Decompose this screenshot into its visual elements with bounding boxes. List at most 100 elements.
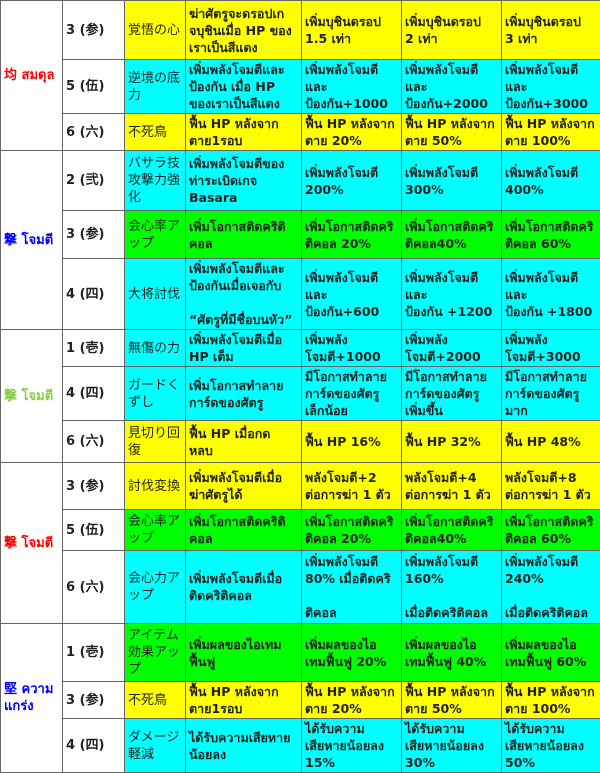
level-cell: 4 (四) — [63, 259, 125, 330]
group-label: 撃 โจมตี — [1, 463, 63, 624]
effect-cell: ฟื้น HP 16% — [302, 421, 402, 463]
level-cell: 1 (壱) — [63, 624, 125, 682]
level-cell: 6 (六) — [63, 551, 125, 624]
effect-cell: ฟื้น HP หลังจาก ตาย 20% — [302, 114, 402, 151]
table-row: 撃 โจมตี1 (壱)無傷の力เพิ่มพลังโจมตีเมื่อ HP เ… — [1, 330, 600, 367]
effect-cell: เพิ่มผลของไอ เทมฟื้นฟู 40% — [402, 624, 502, 682]
skill-name-cell: ダメージ軽減 — [125, 719, 186, 773]
effect-cell: เพิ่มโอกาสติดคริติคอล 20% — [302, 510, 402, 551]
effect-cell: เพิ่มโอกาสติดคริติคอล 60% — [502, 510, 600, 551]
effect-cell: ฟื้น HP หลังจาก ตาย1รอบ — [186, 114, 302, 151]
effect-cell: มีโอกาสทำลาย การ์ดของศัตรู มาก — [502, 367, 600, 421]
effect-cell: เพิ่มพลังโจมตี และ ป้องกัน+3000 — [502, 60, 600, 114]
effect-cell: เพิ่มโอกาสติดคริติคอล40% — [402, 211, 502, 259]
level-cell: 6 (六) — [63, 114, 125, 151]
level-cell: 5 (伍) — [63, 510, 125, 551]
table-row: 4 (四)ダメージ軽減ได้รับความเสียหายน้อยลงได้รับ… — [1, 719, 600, 773]
effect-cell: เพิ่มโอกาสติดคริติคอล — [186, 211, 302, 259]
level-cell: 4 (四) — [63, 719, 125, 773]
effect-cell: เพิ่มพลังโจมตีเมื่อติดคริติคอล — [186, 551, 302, 624]
effect-cell: เพิ่มผลของไอเทมฟื้นฟู — [186, 624, 302, 682]
effect-cell: เพิ่มโอกาสติดคริติคอล40% — [402, 510, 502, 551]
effect-cell: พลังโจมตี+2 ต่อการฆ่า 1 ตัว — [302, 463, 402, 510]
skill-name-cell: 不死鳥 — [125, 682, 186, 719]
effect-cell: ได้รับความ เสียหายน้อยลง 30% — [402, 719, 502, 773]
group-label: 均 สมดุล — [1, 1, 63, 151]
effect-cell: เพิ่มพลังโจมตี 80% เมื่อติดคริ ติคอล — [302, 551, 402, 624]
level-cell: 4 (四) — [63, 367, 125, 421]
effect-cell: เพิ่มพลัง โจมตี+1000 — [302, 330, 402, 367]
skill-name-cell: 無傷の力 — [125, 330, 186, 367]
effect-cell: เพิ่มโอกาสติดคริติคอล 60% — [502, 211, 600, 259]
effect-cell: เพิ่มพลังโจมตี และ ป้องกัน +1800 — [502, 259, 600, 330]
effect-cell: เพิ่มโอกาสทำลายการ์ดของศัตรู — [186, 367, 302, 421]
effect-cell: เพิ่มผลของไอ เทมฟื้นฟู 20% — [302, 624, 402, 682]
effect-cell: ฟื้น HP หลังจาก ตาย1รอบ — [186, 682, 302, 719]
skill-name-cell: 討伐変換 — [125, 463, 186, 510]
effect-cell: ฟื้น HP หลังจาก ตาย 50% — [402, 114, 502, 151]
effect-cell: ฟื้น HP 32% — [402, 421, 502, 463]
effect-cell: มีโอกาสทำลาย การ์ดของศัตรู เพิ่มขึ้น — [402, 367, 502, 421]
effect-cell: เพิ่มโอกาสติดคริติคอล 20% — [302, 211, 402, 259]
level-cell: 3 (参) — [63, 463, 125, 510]
effect-cell: ฟื้น HP 48% — [502, 421, 600, 463]
effect-cell: ฟื้น HP เมื่อกด หลบ — [186, 421, 302, 463]
group-label: 撃 โจมตี — [1, 330, 63, 463]
effect-cell: เพิ่มผลของไอ เทมฟื้นฟู 60% — [502, 624, 600, 682]
skill-name-cell: 会心力アップ — [125, 551, 186, 624]
skill-name-cell: 会心率アップ — [125, 211, 186, 259]
effect-cell: เพิ่มบุชินดรอป 3 เท่า — [502, 1, 600, 60]
effect-cell: เพิ่มพลังโจมตี และ ป้องกัน+1000 — [302, 60, 402, 114]
level-cell: 3 (参) — [63, 682, 125, 719]
effect-cell: ฆ่าศัตรูจะดรอปเกจบุชินเมื่อ HP ของเราเป็… — [186, 1, 302, 60]
effect-cell: เพิ่มโอกาสติดคริติคอล — [186, 510, 302, 551]
table-row: 撃 โจมตี2 (弐)バサラ技攻撃力強化เพิ่มพลังโจมตีของท่… — [1, 151, 600, 211]
table-row: 6 (六)見切り回復ฟื้น HP เมื่อกด หลบฟื้น HP 16%… — [1, 421, 600, 463]
effect-cell: เพิ่มพลังโจมตี 300% — [402, 151, 502, 211]
effect-cell: เพิ่มพลังโจมตีเมื่อฆ่าศัตรูได้ — [186, 463, 302, 510]
effect-cell: เพิ่มพลังโจมตีเมื่อ HP เต็ม — [186, 330, 302, 367]
table-row: 撃 โจมตี3 (参)討伐変換เพิ่มพลังโจมตีเมื่อฆ่าศั… — [1, 463, 600, 510]
level-cell: 1 (壱) — [63, 330, 125, 367]
effect-cell: เพิ่มพลังโจมตี 400% — [502, 151, 600, 211]
table-row: 3 (参)会心率アップเพิ่มโอกาสติดคริติคอลเพิ่มโอก… — [1, 211, 600, 259]
effect-cell: พลังโจมตี+4 ต่อการฆ่า 1 ตัว — [402, 463, 502, 510]
effect-cell: เพิ่มพลังโจมตีและป้องกัน เมื่อ HP ของเรา… — [186, 60, 302, 114]
table-row: 4 (四)ガードくずしเพิ่มโอกาสทำลายการ์ดของศัตรู ม… — [1, 367, 600, 421]
effect-cell: ได้รับความเสียหายน้อยลง — [186, 719, 302, 773]
effect-cell: เพิ่มพลังโจมตี และ ป้องกัน+2000 — [402, 60, 502, 114]
skill-name-cell: 会心率アップ — [125, 510, 186, 551]
effect-cell: เพิ่มพลังโจมตี 240% เมื่อติดคริติคอล — [502, 551, 600, 624]
skill-name-cell: 不死鳥 — [125, 114, 186, 151]
effect-cell: เพิ่มพลังโจมตี 200% — [302, 151, 402, 211]
skill-name-cell: ガードくずし — [125, 367, 186, 421]
effect-cell: เพิ่มพลังโจมตีและป้องกันเมื่อเจอกับ “ศัต… — [186, 259, 302, 330]
effect-cell: เพิ่มพลังโจมตีของท่าระเบิดเกจ Basara — [186, 151, 302, 211]
effect-cell: ได้รับความ เสียหายน้อยลง 50% — [502, 719, 600, 773]
table-row: 5 (伍)会心率アップเพิ่มโอกาสติดคริติคอลเพิ่มโอก… — [1, 510, 600, 551]
effect-cell: ฟื้น HP หลังจาก ตาย 20% — [302, 682, 402, 719]
table-row: 5 (伍)逆境の底力เพิ่มพลังโจมตีและป้องกัน เมื่อ… — [1, 60, 600, 114]
level-cell: 6 (六) — [63, 421, 125, 463]
effect-cell: ได้รับความ เสียหายน้อยลง 15% — [302, 719, 402, 773]
skill-name-cell: 大将討伐 — [125, 259, 186, 330]
group-label: 堅 ความแกร่ง — [1, 624, 63, 773]
effect-cell: เพิ่มบุชินดรอป 2 เท่า — [402, 1, 502, 60]
table-row: 6 (六)会心力アップเพิ่มพลังโจมตีเมื่อติดคริติคอ… — [1, 551, 600, 624]
skill-name-cell: バサラ技攻撃力強化 — [125, 151, 186, 211]
group-label: 撃 โจมตี — [1, 151, 63, 330]
effect-cell: เพิ่มพลัง โจมตี+3000 — [502, 330, 600, 367]
skill-name-cell: 逆境の底力 — [125, 60, 186, 114]
effect-cell: ฟื้น HP หลังจาก ตาย 100% — [502, 114, 600, 151]
table-row: 4 (四)大将討伐เพิ่มพลังโจมตีและป้องกันเมื่อเจ… — [1, 259, 600, 330]
level-cell: 5 (伍) — [63, 60, 125, 114]
skill-name-cell: 覚悟の心 — [125, 1, 186, 60]
effect-cell: ฟื้น HP หลังจาก ตาย 100% — [502, 682, 600, 719]
level-cell: 3 (参) — [63, 211, 125, 259]
table-row: 6 (六)不死鳥ฟื้น HP หลังจาก ตาย1รอบฟื้น HP ห… — [1, 114, 600, 151]
skill-name-cell: アイテム効果アップ — [125, 624, 186, 682]
level-cell: 2 (弐) — [63, 151, 125, 211]
